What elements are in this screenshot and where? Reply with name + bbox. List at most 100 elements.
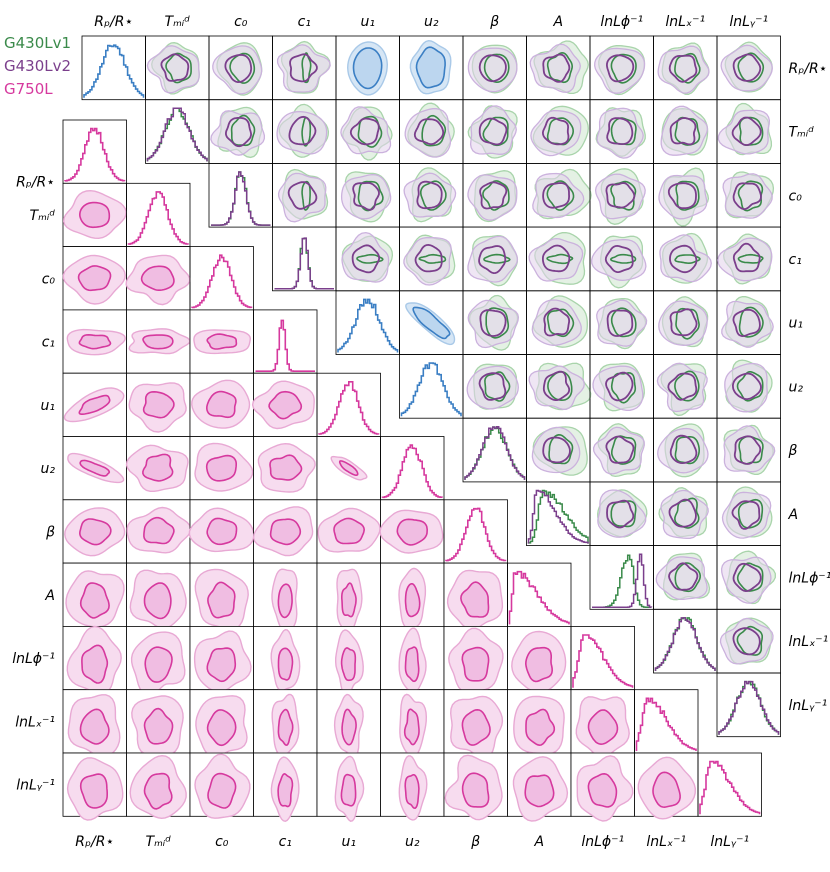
- upper-panel-4-10: [716, 290, 781, 355]
- contour-g430lv2-inner-5-8: [605, 371, 634, 402]
- contour-g430lv2-inner-8-10: [732, 562, 762, 593]
- contour-g430lv2-inner-3-7: [542, 244, 571, 273]
- lower-panel-4-4: [316, 372, 381, 437]
- contour-g750l-inner-10-0: [79, 773, 108, 809]
- left-label-2: c₀: [42, 271, 56, 287]
- contour-g430lv2-outer-3-7: [528, 237, 584, 282]
- hist-g430lv2-6: [464, 426, 526, 480]
- contour-g430lv1-inner-1-5: [421, 114, 447, 147]
- contour-g430lv2-inner-0-10: [732, 53, 762, 82]
- left-label-5: u₂: [41, 461, 56, 477]
- contour-g430lv2-inner-2-10: [732, 182, 762, 211]
- lower-panel-9-0: [62, 689, 127, 758]
- contour-g430lv1-inner-5-8: [610, 371, 637, 404]
- contour-g750l-inner-9-4: [341, 708, 357, 746]
- hist-g430lv1-1: [146, 107, 208, 162]
- contour-g430lv1-inner-4-9: [675, 307, 700, 340]
- upper-panel-10-10: [716, 672, 781, 738]
- hist-g750l-8: [572, 634, 634, 688]
- hist-g750l-9: [635, 697, 697, 751]
- upper-panel-1-3: [272, 99, 337, 164]
- lower-panel-9-2: [189, 689, 254, 758]
- lower-panel-6-3: [252, 499, 318, 564]
- contour-shared-inner-4-5: [412, 306, 451, 340]
- contour-g430lv2-outer-4-9: [658, 300, 708, 346]
- lower-panel-9-1: [126, 689, 191, 757]
- top-label-8: lnLϕ⁻¹: [600, 14, 643, 30]
- contour-g430lv2-inner-1-10: [731, 116, 762, 146]
- contour-g750l-inner-4-1: [142, 390, 175, 419]
- lower-panel-5-2: [189, 436, 254, 501]
- contour-g750l-inner-10-1: [143, 772, 173, 810]
- contour-g750l-inner-9-6: [461, 708, 491, 746]
- right-label-9: lnLₓ⁻¹: [789, 634, 829, 650]
- hist-g750l-2: [191, 254, 253, 309]
- contour-g430lv2-inner-2-9: [667, 182, 697, 210]
- upper-panel-3-8: [589, 226, 654, 292]
- upper-panel-0-0: [81, 35, 146, 101]
- lower-panel-10-8: [570, 752, 635, 822]
- contour-g750l-inner-3-1: [142, 334, 174, 350]
- hist-shared-5: [400, 362, 462, 417]
- lower-panel-9-4: [316, 689, 381, 758]
- right-label-1: Tₘᵢᵈ: [789, 125, 815, 141]
- contour-g430lv2-inner-2-7: [542, 182, 571, 209]
- lower-panel-9-9: [634, 689, 699, 754]
- lower-panel-7-1: [126, 562, 191, 629]
- hist-g430lv1-3: [274, 237, 334, 290]
- upper-panel-3-6: [462, 226, 527, 292]
- top-label-10: lnLᵧ⁻¹: [729, 14, 768, 30]
- hist-g750l-7: [508, 570, 570, 625]
- lower-panel-0-0: [62, 119, 127, 184]
- contour-g430lv2-inner-3-5: [414, 243, 443, 273]
- upper-panel-4-4: [335, 290, 400, 355]
- contour-g430lv2-inner-1-3: [288, 115, 317, 146]
- upper-panel-9-10: [716, 608, 781, 674]
- contour-g750l-inner-8-7: [524, 646, 554, 683]
- contour-g430lv2-outer-4-8: [596, 299, 648, 347]
- contour-g750l-inner-10-4: [340, 773, 357, 807]
- lower-panel-10-4: [316, 752, 381, 822]
- contour-g430lv2-inner-9-10: [732, 627, 761, 656]
- contour-g430lv1-inner-0-8: [610, 53, 637, 84]
- upper-panel-2-6: [462, 162, 527, 228]
- lower-panel-9-6: [443, 689, 508, 760]
- contour-g430lv2-inner-3-4: [351, 244, 381, 274]
- contour-g430lv1-inner-1-4: [357, 115, 383, 148]
- lower-panel-7-2: [189, 562, 254, 631]
- left-label-1: Tₘᵢᵈ: [30, 208, 56, 224]
- legend-item-g430lv1: G430Lv1: [4, 34, 72, 52]
- contour-g430lv2-inner-6-8: [605, 435, 635, 464]
- contour-g430lv2-outer-3-4: [341, 231, 390, 283]
- contour-g750l-inner-9-7: [525, 708, 556, 747]
- contour-g750l-inner-10-6: [461, 772, 490, 808]
- lower-panel-10-7: [507, 752, 572, 822]
- upper-panel-0-1: [145, 35, 210, 101]
- contour-g750l-inner-10-8: [587, 772, 618, 808]
- upper-panel-7-8: [589, 481, 654, 546]
- left-label-3: c₁: [42, 335, 55, 351]
- hist-g430lv2-8: [592, 553, 653, 609]
- upper-panel-1-5: [399, 99, 464, 164]
- contour-g430lv2-inner-7-8: [606, 499, 635, 529]
- contour-g430lv1-inner-0-10: [737, 52, 765, 83]
- hist-g430lv1-2: [211, 171, 271, 226]
- contour-g750l-inner-4-0: [78, 394, 111, 415]
- upper-panel-5-9: [653, 354, 718, 419]
- upper-panel-6-6: [462, 417, 527, 483]
- lower-panel-9-8: [570, 689, 635, 758]
- lower-panel-9-7: [507, 689, 572, 755]
- upper-panel-3-9: [653, 226, 718, 292]
- upper-panel-6-8: [589, 417, 654, 483]
- contour-g430lv1-inner-0-7: [546, 51, 574, 84]
- hist-shared-4: [337, 298, 399, 353]
- hist-g430lv2-2: [211, 171, 271, 226]
- contour-g750l-inner-9-2: [206, 709, 237, 747]
- left-label-4: u₁: [41, 398, 56, 414]
- lower-panel-10-10: [697, 752, 762, 817]
- contour-g750l-inner-7-0: [79, 582, 110, 619]
- contour-g750l-inner-5-3: [269, 454, 303, 481]
- contour-g750l-inner-9-5: [403, 708, 420, 746]
- contour-g430lv1-inner-3-5: [418, 253, 447, 264]
- contour-g430lv2-outer-0-9: [657, 45, 710, 94]
